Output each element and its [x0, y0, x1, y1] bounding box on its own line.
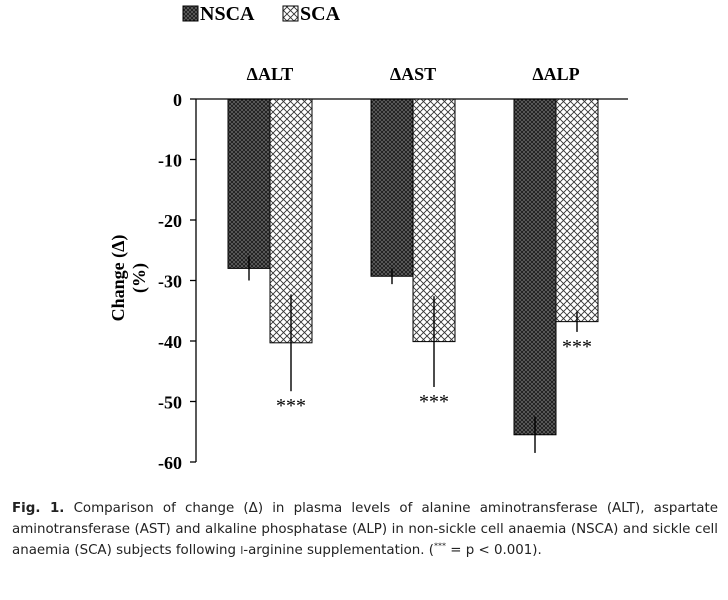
significance-marker: *** [276, 395, 306, 417]
y-ticks: 0 -10 -20 -30 -40 -50 -60 [158, 90, 196, 473]
bar-nsca [227, 98, 271, 269]
significance-marker: *** [419, 391, 449, 413]
legend: NSCA SCA [182, 3, 341, 25]
category-label: ΔAST [390, 64, 436, 84]
figure-caption: Fig. 1. Comparison of change (Δ) in plas… [12, 498, 718, 562]
y-tick-label: -40 [158, 332, 182, 352]
y-tick-label: -50 [158, 393, 182, 413]
legend-swatch-sca [282, 5, 299, 22]
bars [227, 98, 599, 436]
bar-chart: NSCA SCA Change (Δ) (%) ΔALT ΔAST ΔALP ***… [108, 3, 628, 473]
legend-swatch-nsca [182, 5, 199, 22]
category-label: ΔALT [247, 64, 294, 84]
bar-nsca [370, 98, 414, 277]
caption-text-2: -arginine supplementation. ( [243, 543, 434, 558]
caption-stars: *** [434, 541, 446, 551]
legend-label-nsca: NSCA [200, 3, 255, 25]
y-axis-title: Change (Δ) (%) [108, 235, 150, 322]
caption-label: Fig. 1. [12, 501, 65, 516]
y-axis-title-line1: Change (Δ) [108, 235, 129, 322]
caption-l-prefix: l [240, 545, 244, 557]
bar-sca [555, 98, 599, 323]
error-bars [248, 256, 578, 453]
y-axis-title-line2: (%) [129, 263, 150, 293]
caption-text-3: = p < 0.001). [446, 543, 542, 558]
legend-label-sca: SCA [300, 3, 341, 25]
y-tick-label: -10 [158, 151, 182, 171]
y-tick-label: -20 [158, 211, 182, 231]
y-tick-label: -60 [158, 453, 182, 473]
caption-text-1: Comparison of change (Δ) in plasma level… [12, 501, 718, 558]
y-tick-label: -30 [158, 272, 182, 292]
bar-nsca [513, 98, 557, 436]
category-labels: ΔALT ΔAST ΔALP [247, 64, 580, 84]
category-label: ΔALP [532, 64, 579, 84]
y-tick-label: 0 [173, 90, 182, 110]
significance-marker: *** [562, 336, 592, 358]
significance-annotations: *** *** *** [276, 336, 592, 417]
